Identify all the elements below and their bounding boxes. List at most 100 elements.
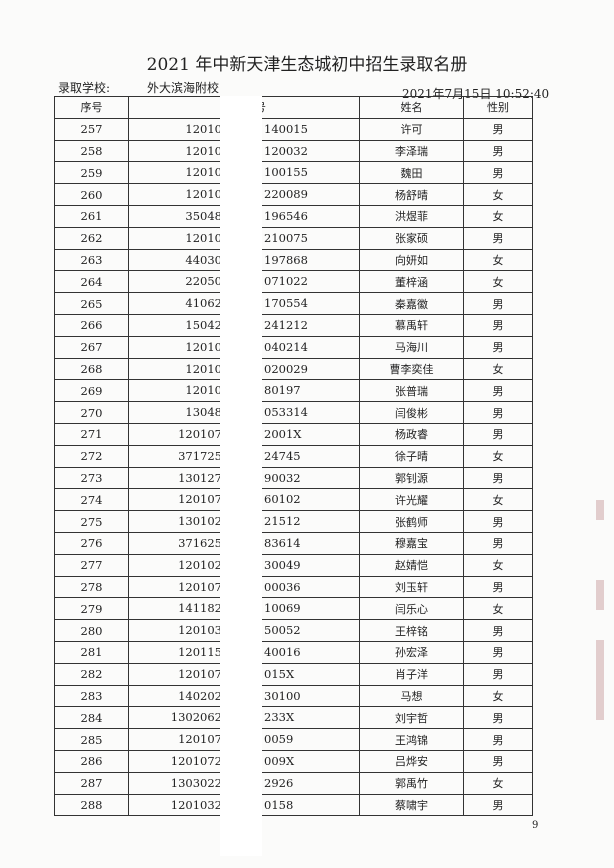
- table-row: 257 12010 140015 许可 男: [54, 117, 533, 141]
- seq-cell: 277: [54, 553, 129, 577]
- school-label: 录取学校:: [58, 81, 111, 95]
- name-cell: 王鸿锦: [359, 728, 464, 751]
- table-row: 275 130102 21512 张鹤师 男: [54, 510, 533, 533]
- gender-cell: 女: [463, 248, 533, 272]
- id-suffix: 009X: [264, 753, 295, 768]
- seq-cell: 280: [54, 619, 129, 642]
- gender-cell: 男: [463, 662, 533, 686]
- id-suffix: 0059: [264, 732, 294, 747]
- id-suffix: 80197: [264, 383, 301, 398]
- table-row: 277 120102 30049 赵婧恺 女: [54, 553, 533, 577]
- name-cell: 张家硕: [359, 226, 464, 250]
- name-cell: 马海川: [359, 335, 464, 359]
- table-row: 264 22050 071022 董梓涵 女: [54, 270, 533, 294]
- gender-cell: 女: [463, 771, 533, 795]
- seq-cell: 261: [54, 204, 129, 228]
- name-cell: 肖子洋: [359, 662, 464, 686]
- id-suffix: 220089: [264, 187, 308, 202]
- table-row: 259 12010 100155 魏田 男: [54, 161, 533, 185]
- id-prefix: 120103: [178, 623, 222, 638]
- id-suffix: 071022: [264, 274, 308, 289]
- seq-cell: 273: [54, 466, 129, 490]
- table-row: 274 120107 60102 许光耀 女: [54, 488, 533, 512]
- table-row: 260 12010 220089 杨舒晴 女: [54, 183, 533, 206]
- name-cell: 赵婧恺: [359, 553, 464, 577]
- seq-cell: 266: [54, 313, 129, 337]
- name-cell: 刘玉轩: [359, 575, 464, 599]
- id-prefix: 1201032: [170, 797, 222, 812]
- seq-cell: 276: [54, 531, 129, 555]
- name-cell: 魏田: [359, 161, 464, 185]
- seq-cell: 259: [54, 161, 129, 185]
- seq-cell: 260: [54, 183, 129, 206]
- table-row: 283 140202 30100 马想 女: [54, 684, 533, 708]
- name-cell: 蔡啸宇: [359, 793, 464, 817]
- document-title: 2021 年中新天津生态城初中招生录取名册: [146, 55, 468, 75]
- gender-cell: 男: [463, 510, 533, 533]
- table-row: 261 35048 196546 洪煜菲 女: [54, 204, 533, 228]
- seq-cell: 258: [54, 139, 129, 163]
- table-row: 280 120103 50052 王梓铭 男: [54, 619, 533, 642]
- gender-cell: 男: [463, 335, 533, 359]
- id-suffix: 24745: [264, 448, 301, 463]
- table-row: 270 13048 053314 闫俊彬 男: [54, 401, 533, 424]
- id-prefix: 130127: [178, 470, 222, 485]
- seq-cell: 283: [54, 684, 129, 708]
- gender-cell: 女: [463, 488, 533, 512]
- id-prefix: 120107: [178, 426, 222, 441]
- name-cell: 刘宇哲: [359, 706, 464, 730]
- table-header: 序号 身份证号 姓名 性别: [54, 96, 533, 119]
- gender-cell: 男: [463, 117, 533, 141]
- table-row: 279 141182 10069 闫乐心 女: [54, 597, 533, 621]
- id-suffix: 00036: [264, 579, 301, 594]
- table-row: 284 1302062 233X 刘宇哲 男: [54, 706, 533, 730]
- name-cell: 杨政睿: [359, 422, 464, 446]
- id-prefix: 120107: [178, 732, 222, 747]
- id-prefix: 140202: [178, 688, 222, 703]
- table-row: 268 12010 020029 曹李奕佳 女: [54, 357, 533, 381]
- id-prefix: 120102: [178, 557, 222, 572]
- id-suffix: 040214: [264, 339, 308, 354]
- name-cell: 慕禹轩: [359, 313, 464, 337]
- id-prefix: 12010: [185, 383, 222, 398]
- gender-cell: 男: [463, 728, 533, 751]
- header-seq: 序号: [54, 96, 129, 119]
- id-suffix: 10069: [264, 601, 301, 616]
- id-prefix: 12010: [185, 361, 222, 376]
- gender-cell: 男: [463, 575, 533, 599]
- name-cell: 张普瑞: [359, 379, 464, 403]
- id-suffix: 83614: [264, 535, 301, 550]
- gender-cell: 女: [463, 684, 533, 708]
- id-prefix: 120115: [178, 644, 222, 659]
- scan-edge-marks: [596, 500, 606, 750]
- gender-cell: 男: [463, 139, 533, 163]
- name-cell: 郭钊源: [359, 466, 464, 490]
- table-row: 288 1201032 0158 蔡啸宇 男: [54, 793, 533, 817]
- id-suffix: 120032: [264, 143, 308, 158]
- table-row: 276 371625 83614 穆嘉宝 男: [54, 531, 533, 555]
- gender-cell: 男: [463, 292, 533, 315]
- name-cell: 许可: [359, 117, 464, 141]
- id-prefix: 41062: [185, 296, 222, 311]
- header-gender: 性别: [463, 96, 533, 119]
- table-row: 278 120107 00036 刘玉轩 男: [54, 575, 533, 599]
- seq-cell: 270: [54, 401, 129, 424]
- gender-cell: 男: [463, 619, 533, 642]
- name-cell: 吕烨安: [359, 749, 464, 773]
- name-cell: 闫俊彬: [359, 401, 464, 424]
- seq-cell: 285: [54, 728, 129, 751]
- name-cell: 郭禹竹: [359, 771, 464, 795]
- seq-cell: 274: [54, 488, 129, 512]
- name-cell: 张鹤师: [359, 510, 464, 533]
- name-cell: 秦嘉徽: [359, 292, 464, 315]
- table-row: 258 12010 120032 李泽瑞 男: [54, 139, 533, 163]
- id-prefix: 12010: [185, 143, 222, 158]
- table-row: 265 41062 170554 秦嘉徽 男: [54, 292, 533, 315]
- id-prefix: 44030: [185, 252, 222, 267]
- id-prefix: 120107: [178, 492, 222, 507]
- gender-cell: 男: [463, 466, 533, 490]
- gender-cell: 男: [463, 706, 533, 730]
- id-prefix: 120107: [178, 666, 222, 681]
- gender-cell: 男: [463, 422, 533, 446]
- seq-cell: 257: [54, 117, 129, 141]
